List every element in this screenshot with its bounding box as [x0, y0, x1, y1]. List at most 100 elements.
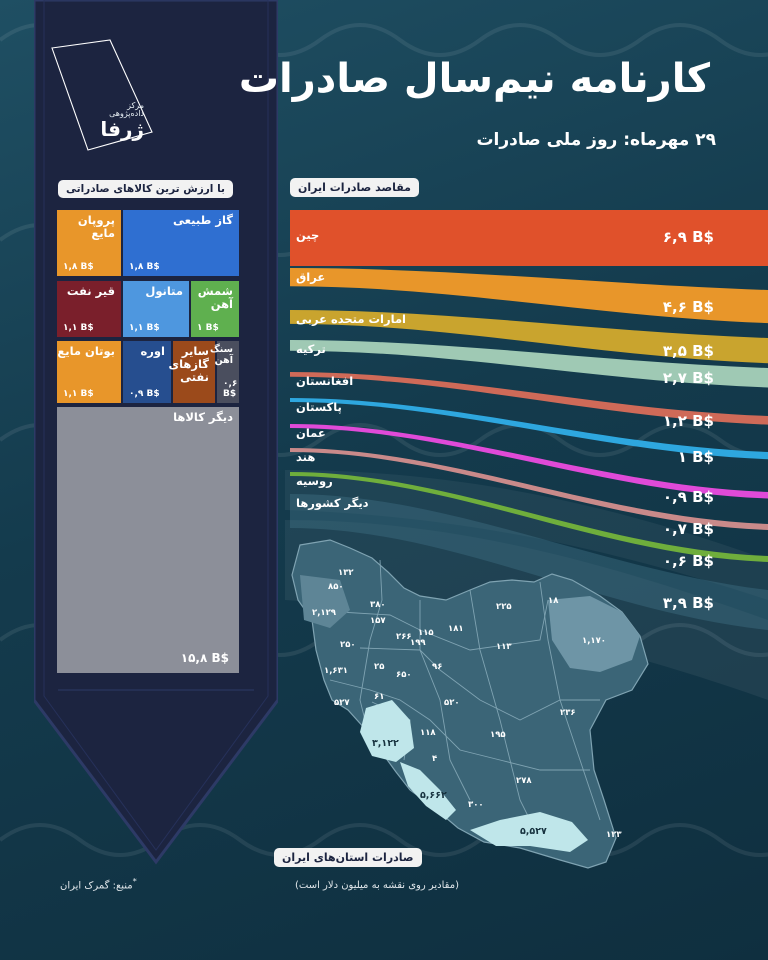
destination-ribbon — [290, 372, 768, 425]
province-value: ۵,۵۲۷ — [520, 826, 547, 837]
destination-name: چین — [296, 228, 320, 242]
highlight-hormozgan — [470, 812, 588, 852]
destination-value: ۳,۵ B$ — [662, 341, 714, 360]
province-value: ۹۶ — [432, 662, 443, 672]
province-value: ۲۲۵ — [496, 602, 512, 612]
destination-value: ۲,۷ B$ — [662, 368, 714, 387]
goods-tile: گاز طبیعی ۱,۸ B$ — [122, 209, 240, 277]
source-note: *منبع: گمرک ایران — [60, 876, 137, 892]
province-value: ۵۲۷ — [334, 698, 350, 708]
province-value: ۳۸۰ — [370, 600, 386, 610]
goods-tile-name: شمش آهن — [197, 284, 233, 312]
destination-ribbon — [290, 472, 768, 562]
goods-tile: اوره ۰,۹ B$ — [122, 340, 172, 404]
destination-ribbon — [290, 310, 768, 364]
goods-tile-value: ۱۵,۸ B$ — [180, 651, 229, 665]
destination-value: ۱ B$ — [677, 448, 714, 466]
province-value: ۱۸۱ — [448, 624, 464, 634]
goods-tile-name: بوتان مایع — [57, 344, 115, 358]
province-value: ۶۱ — [374, 692, 385, 702]
goods-section-label: با ارزش ترین کالاهای صادراتی — [58, 180, 233, 198]
goods-tile-name: اوره — [140, 344, 166, 358]
goods-tile: متانول ۱,۱ B$ — [122, 280, 190, 338]
destinations-section-label: مقاصد صادرات ایران — [290, 178, 419, 197]
logo-outline — [51, 39, 153, 151]
goods-tile: سایر گازهای نفتی — [169, 340, 216, 404]
goods-tile: قیر نفت ۱,۱ B$ — [56, 280, 122, 338]
goods-tile-value: ۱,۱ B$ — [63, 389, 94, 399]
destination-value: ۰,۶ B$ — [662, 552, 714, 570]
highlight-east — [548, 596, 640, 672]
page-subtitle: ۲۹ مهرماه: روز ملی صادرات — [476, 130, 716, 150]
brand-line1: مرکز — [127, 101, 144, 110]
destination-ribbon — [290, 398, 768, 460]
page-title: کارنامه نیم‌سال صادرات — [238, 56, 710, 102]
brand-line2: داده‌پژوهی — [109, 109, 144, 119]
goods-tile: دیگر کالاها ۱۵,۸ B$ — [56, 406, 240, 674]
province-value: ۱۱۳ — [496, 642, 512, 652]
destination-value: ۶,۹ B$ — [662, 228, 714, 246]
goods-tile-value: ۰,۹ B$ — [129, 389, 160, 399]
destination-value: ۱,۲ B$ — [662, 412, 714, 430]
province-value: ۶۵۰ — [396, 670, 412, 680]
highlight-khuzestan — [360, 700, 414, 762]
destination-ribbon — [290, 268, 768, 324]
goods-tile: پروپان مایع ۱,۸ B$ — [56, 209, 122, 277]
destination-value: ۰,۹ B$ — [662, 488, 714, 506]
province-value: ۲۷۸ — [516, 776, 532, 786]
destination-value: ۴,۶ B$ — [662, 297, 714, 316]
province-value: ۱۵۷ — [370, 616, 386, 626]
destination-name: دیگر کشورها — [296, 496, 369, 510]
goods-tile-value: ۰,۶ B$ — [223, 379, 238, 399]
province-value: ۲۶۶ — [396, 632, 412, 642]
destination-ribbon — [290, 448, 768, 530]
province-value: ۵۲۰ — [444, 698, 460, 708]
brand-name: ژرفا — [100, 116, 144, 141]
province-value: ۱۸ — [548, 596, 559, 606]
destination-name: هند — [296, 450, 316, 464]
map-note: (مقادیر روی نقشه به میلیون دلار است) — [294, 880, 460, 891]
province-value: ۱۹۵ — [490, 730, 506, 740]
province-value: ۱۳۲ — [338, 568, 354, 578]
province-value: ۲۵۰ — [340, 640, 356, 650]
goods-tile-name: قیر نفت — [66, 284, 115, 298]
brand-logo: مرکز داده‌پژوهی ژرفا — [92, 101, 144, 141]
goods-tile-name: دیگر کالاها — [173, 410, 233, 424]
province-value: ۱۹۹ — [410, 638, 426, 648]
province-value: ۳,۱۲۲ — [372, 738, 399, 749]
destination-name: پاکستان — [296, 400, 342, 414]
province-value: ۸۵۰ — [328, 582, 344, 592]
province-value: ۲,۱۲۹ — [312, 608, 336, 618]
destination-name: روسیه — [296, 474, 333, 488]
goods-tile-name: پروپان مایع — [77, 213, 115, 241]
map-section-label: صادرات استان‌های ایران — [274, 848, 422, 867]
goods-tile-value: ۱,۱ B$ — [63, 323, 94, 333]
province-value: ۱,۶۳۱ — [324, 666, 348, 676]
destination-value: ۳,۹ B$ — [662, 594, 714, 612]
goods-tile: سنگ آهن ۰,۶ B$ — [210, 340, 240, 404]
goods-tile-name: متانول — [145, 284, 183, 298]
province-value: ۳۰۰ — [468, 800, 484, 810]
destination-name: افغانستان — [296, 374, 354, 388]
goods-tile-value: ۱,۸ B$ — [129, 262, 160, 272]
province-value: ۴ — [432, 754, 438, 764]
destination-name: عراق — [296, 270, 326, 284]
destination-name: امارات متحده عربی — [296, 312, 407, 326]
goods-tile-value: ۱,۸ B$ — [63, 262, 94, 272]
province-value: ۱,۱۷۰ — [582, 636, 606, 646]
goods-tile-value: ۱,۱ B$ — [129, 323, 160, 333]
province-value: ۲۳۶ — [560, 708, 576, 718]
destination-name: ترکیه — [296, 342, 326, 356]
goods-tile-name: سنگ آهن — [210, 344, 233, 366]
destination-name: عمان — [296, 426, 326, 440]
goods-tile-name: گاز طبیعی — [173, 213, 233, 227]
highlight-bushehr — [400, 762, 456, 820]
province-value: ۱۲۳ — [606, 830, 622, 840]
goods-tile: بوتان مایع ۱,۱ B$ — [56, 340, 122, 404]
destination-ribbon — [290, 340, 768, 388]
destination-ribbon — [290, 210, 768, 266]
source-text: منبع: گمرک ایران — [60, 880, 133, 892]
destination-ribbon — [290, 424, 768, 499]
